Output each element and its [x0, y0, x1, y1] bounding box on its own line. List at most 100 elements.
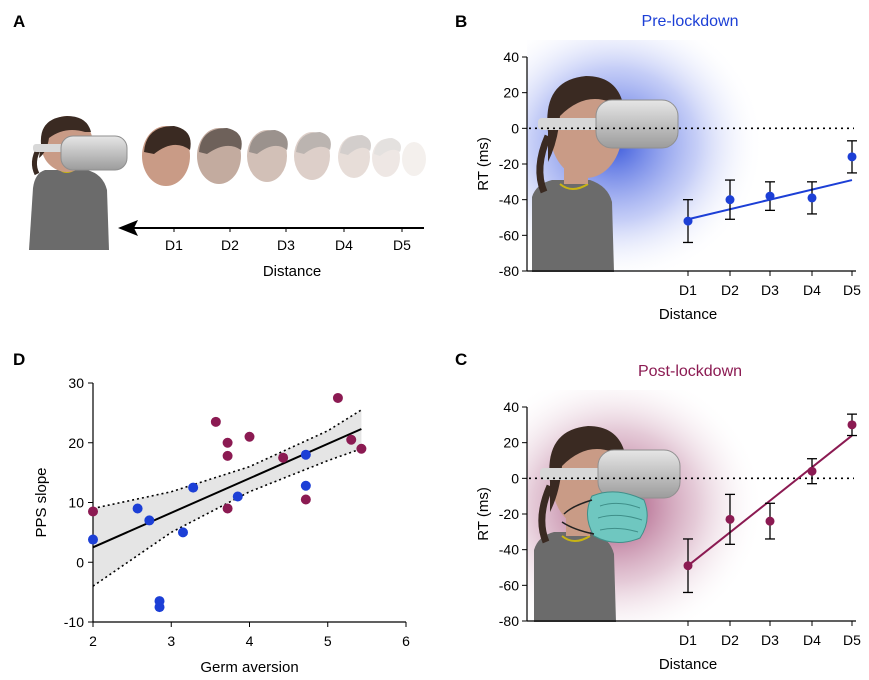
y-axis-label: RT (ms) — [475, 487, 492, 541]
data-point — [765, 516, 775, 526]
x-tick-label: D1 — [679, 632, 697, 648]
y-tick-label: 0 — [76, 554, 84, 570]
x-tick-label: 3 — [167, 633, 175, 649]
person-with-vr-headset-icon — [534, 426, 681, 622]
scatter-point-post — [244, 431, 255, 442]
person-with-vr-headset-icon — [29, 116, 128, 250]
panel-c: Post-lockdown 40 20 0 -20 -40 -60 -80 D1 D2 D3 D4 D5… — [475, 363, 861, 673]
face-mask-icon — [561, 491, 648, 543]
chart-d: -10 0 10 20 30 2 3 4 5 6 Germ aversion PPS slope — [33, 375, 410, 676]
y-tick-label: 40 — [503, 399, 519, 415]
chart-b: Pre-lockdown 40 20 0 -20 -40 -60 -80 D1 D2 D3 D4 D5 D… — [475, 13, 861, 323]
y-tick-label: 40 — [503, 49, 519, 65]
x-tick-label: D2 — [721, 632, 739, 648]
x-tick-label: D3 — [761, 632, 779, 648]
x-tick-label: D2 — [721, 282, 739, 298]
x-tick-label: D4 — [803, 632, 821, 648]
data-point — [683, 561, 693, 571]
panel-a-xlabel: Distance — [263, 263, 321, 280]
y-tick-label: -40 — [499, 542, 519, 558]
chart-c: Post-lockdown 40 20 0 -20 -40 -60 -80 D1 D2 D3 D4 D5… — [475, 363, 861, 673]
y-axis-label: RT (ms) — [475, 137, 492, 191]
distance-tick-label: D2 — [221, 237, 239, 253]
scatter-point-post — [88, 506, 98, 517]
data-point — [807, 193, 817, 203]
x-tick-label: D4 — [803, 282, 821, 298]
y-tick-label: 10 — [68, 495, 84, 511]
x-tick-label: D3 — [761, 282, 779, 298]
panel-b: Pre-lockdown 40 20 0 -20 -40 -60 -80 D1 D2 D3 D4 D5 D… — [475, 13, 861, 323]
y-tick-label: 30 — [68, 375, 84, 391]
x-tick-label: D5 — [843, 282, 861, 298]
scatter-point-pre — [88, 534, 98, 545]
scatter-point-pre — [144, 515, 155, 526]
panel-a: D1 D2 D3 D4 D5 Distance — [29, 116, 426, 280]
panel-letter-c: C — [455, 350, 468, 369]
confidence-upper — [92, 409, 362, 510]
distance-tick-label: D4 — [335, 237, 353, 253]
y-tick-label: 20 — [503, 435, 519, 451]
y-tick-label: 0 — [511, 120, 519, 136]
chart-title: Pre-lockdown — [642, 13, 739, 30]
y-tick-label: -60 — [499, 227, 519, 243]
y-tick-label: 20 — [68, 435, 84, 451]
person-with-vr-headset-icon — [532, 76, 679, 272]
scatter-point-post — [332, 392, 343, 403]
x-tick-label: 6 — [402, 633, 410, 649]
scatter-point-post — [222, 503, 233, 514]
distance-tick-label: D1 — [165, 237, 183, 253]
y-axis-label: PPS slope — [33, 467, 50, 537]
scatter-point-pre — [300, 449, 311, 460]
y-tick-label: -80 — [499, 613, 519, 629]
distance-tick-label: D5 — [393, 237, 411, 253]
y-tick-label: -20 — [499, 506, 519, 522]
x-tick-label: 5 — [324, 633, 332, 649]
fit-line — [687, 434, 853, 567]
scatter-point-post — [278, 452, 289, 463]
data-point — [725, 514, 735, 524]
chart-title: Post-lockdown — [638, 363, 742, 380]
scatter-point-pre — [154, 602, 165, 613]
y-tick-label: -60 — [499, 577, 519, 593]
scatter-point-post — [300, 494, 311, 505]
data-point — [683, 216, 693, 226]
scatter-point-post — [222, 437, 233, 448]
scatter-point-pre — [232, 491, 243, 502]
x-tick-label: 4 — [246, 633, 254, 649]
scatter-point-pre — [300, 480, 311, 491]
scatter-point-post — [222, 450, 233, 461]
data-point — [847, 420, 857, 430]
y-tick-label: -10 — [64, 614, 84, 630]
regression-line — [92, 428, 362, 549]
approaching-face-icon — [142, 126, 426, 186]
x-axis-label: Distance — [659, 306, 717, 323]
left-arrow-icon — [118, 220, 424, 236]
data-point — [765, 191, 775, 201]
y-tick-label: -20 — [499, 156, 519, 172]
x-tick-label: D1 — [679, 282, 697, 298]
distance-tick-label: D3 — [277, 237, 295, 253]
scatter-point-post — [356, 443, 367, 454]
scatter-point-post — [346, 434, 357, 445]
confidence-band — [93, 409, 362, 587]
x-tick-label: D5 — [843, 632, 861, 648]
data-point — [807, 466, 817, 476]
panel-letter-a: A — [13, 12, 26, 31]
y-tick-label: -40 — [499, 192, 519, 208]
y-tick-label: 20 — [503, 85, 519, 101]
scatter-point-pre — [177, 527, 188, 538]
distance-ticks: D1 D2 D3 D4 D5 — [165, 228, 411, 253]
y-tick-label: 0 — [511, 470, 519, 486]
data-point — [725, 195, 735, 205]
y-tick-label: -80 — [499, 263, 519, 279]
panel-letter-b: B — [455, 12, 468, 31]
x-axis-label: Germ aversion — [200, 659, 298, 676]
x-axis-label: Distance — [659, 656, 717, 673]
scatter-point-pre — [188, 482, 199, 493]
scatter-point-pre — [132, 503, 143, 514]
scatter-point-post — [210, 416, 221, 427]
panel-letter-d: D — [13, 350, 26, 369]
x-tick-label: 2 — [89, 633, 97, 649]
data-point — [847, 152, 857, 162]
